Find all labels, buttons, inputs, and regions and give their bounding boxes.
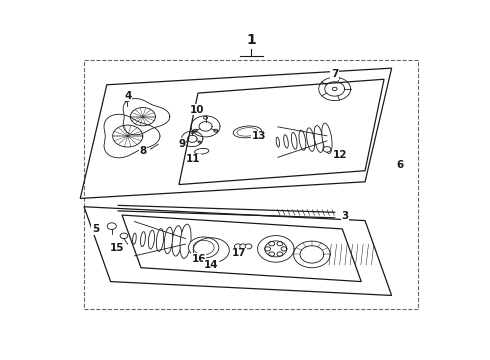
Text: 8: 8	[139, 146, 147, 156]
Text: 7: 7	[331, 69, 339, 79]
Text: 12: 12	[332, 150, 347, 159]
Text: 13: 13	[251, 131, 266, 141]
Ellipse shape	[164, 227, 173, 254]
Text: 11: 11	[186, 154, 200, 164]
Text: 16: 16	[192, 254, 206, 264]
Ellipse shape	[322, 123, 332, 153]
Text: 3: 3	[342, 211, 349, 221]
Ellipse shape	[237, 128, 258, 136]
Ellipse shape	[233, 126, 262, 138]
Circle shape	[234, 244, 241, 249]
Circle shape	[203, 116, 208, 119]
Circle shape	[277, 242, 283, 246]
Ellipse shape	[148, 230, 154, 249]
Ellipse shape	[193, 240, 214, 255]
Circle shape	[265, 247, 270, 251]
Circle shape	[183, 141, 186, 143]
Text: 14: 14	[204, 260, 219, 270]
Ellipse shape	[307, 128, 315, 151]
Text: 9: 9	[178, 139, 186, 149]
Text: 6: 6	[396, 160, 404, 170]
Ellipse shape	[299, 130, 306, 150]
Ellipse shape	[156, 229, 164, 251]
Text: 15: 15	[110, 243, 124, 253]
Circle shape	[120, 233, 128, 239]
Bar	[84, 60, 418, 309]
Ellipse shape	[133, 233, 136, 244]
Ellipse shape	[180, 224, 191, 258]
Circle shape	[124, 97, 130, 102]
Circle shape	[240, 244, 246, 249]
Ellipse shape	[195, 148, 209, 154]
Circle shape	[269, 242, 274, 246]
Text: 1: 1	[246, 33, 256, 47]
Circle shape	[191, 131, 194, 134]
Ellipse shape	[141, 232, 146, 247]
Circle shape	[198, 141, 201, 143]
Ellipse shape	[172, 226, 182, 256]
Text: 4: 4	[124, 91, 131, 101]
Circle shape	[332, 87, 337, 91]
Circle shape	[277, 252, 283, 256]
Circle shape	[281, 247, 287, 251]
Ellipse shape	[276, 137, 279, 147]
Circle shape	[193, 129, 197, 132]
Circle shape	[245, 244, 252, 249]
Circle shape	[323, 147, 331, 152]
Ellipse shape	[284, 135, 288, 148]
Text: 5: 5	[92, 225, 99, 234]
Ellipse shape	[292, 132, 297, 149]
Text: 17: 17	[232, 248, 246, 258]
Ellipse shape	[314, 126, 323, 152]
Circle shape	[107, 223, 116, 229]
Circle shape	[214, 129, 218, 132]
Text: 10: 10	[190, 105, 204, 115]
Ellipse shape	[189, 237, 219, 258]
Circle shape	[269, 252, 274, 256]
